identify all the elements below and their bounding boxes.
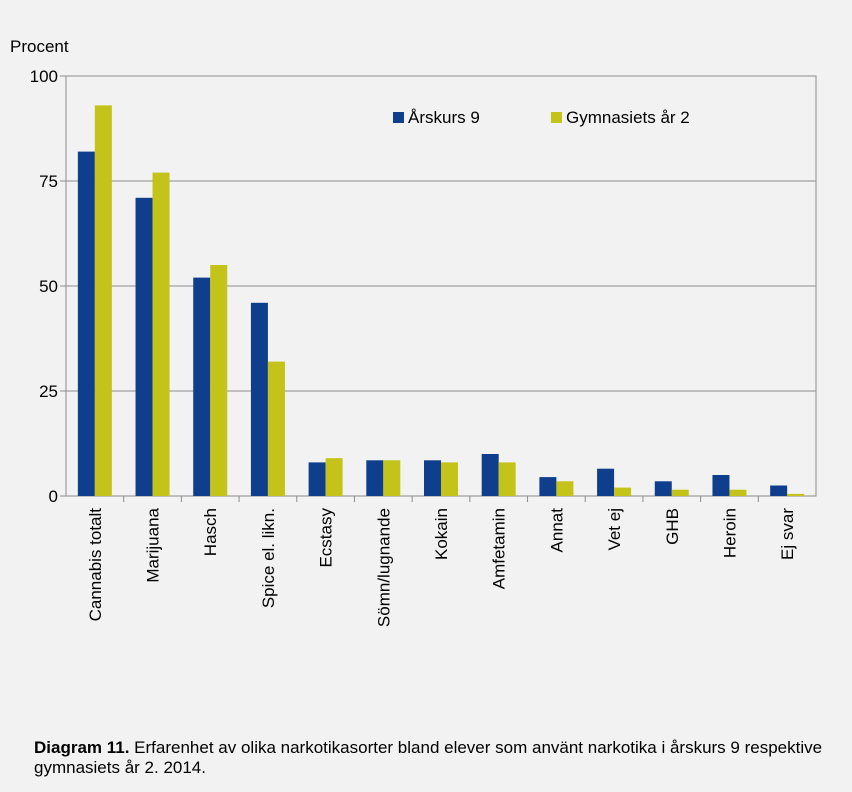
x-tick-label: Heroin <box>720 508 739 558</box>
x-tick-label: Sömn/lugnande <box>374 508 393 627</box>
bar-gymnasiet-8 <box>556 481 574 496</box>
legend-swatch <box>551 112 562 123</box>
legend-swatch <box>393 112 404 123</box>
bar-arskurs9-0 <box>77 151 95 496</box>
bar-gymnasiet-5 <box>383 460 401 496</box>
bar-gymnasiet-1 <box>152 172 170 496</box>
caption-label: Diagram 11. <box>34 738 130 757</box>
bar-gymnasiet-4 <box>325 458 343 496</box>
x-tick-label: Amfetamin <box>490 508 509 589</box>
x-tick-label: Hasch <box>201 508 220 556</box>
x-tick-label: Spice el. likn. <box>259 508 278 608</box>
figure-caption: Diagram 11. Erfarenhet av olika narkotik… <box>34 738 834 778</box>
bar-arskurs9-2 <box>193 277 211 496</box>
bar-gymnasiet-11 <box>729 489 747 496</box>
bar-gymnasiet-9 <box>614 487 632 496</box>
bar-arskurs9-6 <box>424 460 441 496</box>
x-tick-label: Cannabis totalt <box>86 508 105 622</box>
chart: 0 25 50 75 100 Cannabis totalt Marijuana Hasch S… <box>10 37 817 627</box>
bar-gymnasiet-3 <box>267 361 285 496</box>
x-tick-label: Annat <box>547 508 566 553</box>
bar-arskurs9-11 <box>712 475 730 496</box>
x-tick-label: Ecstasy <box>317 508 336 568</box>
x-tick-label: GHB <box>663 508 682 545</box>
y-axis-label: Procent <box>10 37 69 56</box>
x-tick-label: Marijuana <box>144 507 163 582</box>
y-tick-label: 0 <box>49 487 58 506</box>
bar-arskurs9-7 <box>481 454 499 496</box>
y-tick-label: 25 <box>39 382 58 401</box>
bar-arskurs9-9 <box>597 468 615 496</box>
y-tick-label: 75 <box>39 172 58 191</box>
bar-gymnasiet-6 <box>441 462 458 496</box>
legend-label: Gymnasiets år 2 <box>566 108 690 127</box>
bar-arskurs9-8 <box>539 477 557 496</box>
bar-arskurs9-3 <box>250 302 268 496</box>
bar-arskurs9-10 <box>654 481 672 496</box>
bar-gymnasiet-10 <box>671 489 689 496</box>
bar-arskurs9-5 <box>366 460 384 496</box>
bar-arskurs9-12 <box>770 485 788 496</box>
bar-arskurs9-1 <box>135 197 153 497</box>
bar-gymnasiet-0 <box>94 105 112 497</box>
x-tick-label: Vet ej <box>605 508 624 551</box>
bar-gymnasiet-7 <box>498 462 516 496</box>
y-tick-label: 100 <box>30 67 58 86</box>
x-tick-label: Ej svar <box>778 508 797 560</box>
bar-gymnasiet-12 <box>787 493 805 496</box>
legend-label: Årskurs 9 <box>408 108 480 127</box>
bar-chart: 0 25 50 75 100 Cannabis totalt Marijuana Hasch S… <box>10 37 817 627</box>
bar-arskurs9-4 <box>308 462 326 496</box>
bar-gymnasiet-2 <box>210 265 228 496</box>
x-tick-label: Kokain <box>432 508 451 560</box>
caption-text: Erfarenhet av olika narkotikasorter blan… <box>34 738 823 777</box>
y-tick-label: 50 <box>39 277 58 296</box>
